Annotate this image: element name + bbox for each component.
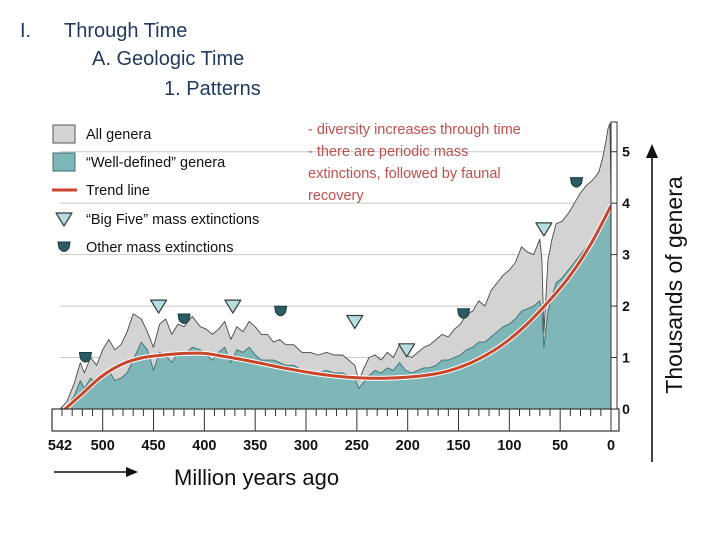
big-five-marker [150, 299, 168, 314]
legend-label: Other mass extinctions [86, 240, 233, 256]
y-tick-label: 1 [622, 350, 630, 366]
notes-line: - diversity increases through time [308, 122, 521, 138]
x-tick-label: 400 [192, 438, 216, 454]
other-extinction-marker [177, 313, 191, 324]
notes-line: extinctions, followed by faunal [308, 166, 501, 182]
x-tick-label: 0 [607, 438, 615, 454]
big-five-marker [346, 314, 364, 330]
other-extinction-marker [274, 305, 288, 317]
x-tick-label: 150 [446, 438, 470, 454]
legend-swatch-all-genera [52, 124, 76, 144]
legend-label: “Big Five” mass extinctions [86, 212, 259, 228]
x-tick-label: 50 [552, 438, 568, 454]
x-axis-title: Million years ago [174, 465, 339, 490]
y-tick-label: 3 [622, 247, 630, 263]
outline-heading: Through Time [64, 20, 188, 42]
legend-label: “Well-defined” genera [86, 155, 226, 171]
x-tick-label: 100 [497, 438, 521, 454]
x-axis-arrowhead [126, 467, 138, 477]
legend-label: All genera [86, 127, 152, 143]
y-tick-label: 5 [622, 144, 630, 160]
y-axis-bar [610, 121, 618, 410]
x-tick-label: 300 [294, 438, 318, 454]
y-axis-title: Thousands of genera [661, 176, 687, 394]
other-extinction-marker [569, 177, 584, 188]
legend-swatch-other-extinction [57, 241, 71, 252]
notes-text: - diversity increases through time - the… [308, 119, 570, 207]
x-tick-label: 450 [141, 438, 165, 454]
all-genera-area [59, 122, 612, 410]
y-axis-arrowhead [646, 144, 658, 158]
y-tick-label: 2 [622, 298, 630, 314]
legend-swatch-big-five [55, 212, 73, 227]
outline-numeral: I. [20, 20, 32, 42]
legend-label: Trend line [86, 183, 150, 199]
x-tick-label: 500 [91, 438, 115, 454]
y-tick-label: 0 [622, 401, 630, 417]
y-tick-label: 4 [622, 195, 630, 211]
big-five-marker [535, 222, 553, 237]
notes-line: - there are periodic mass [308, 144, 469, 160]
x-tick-label: 200 [396, 438, 420, 454]
x-axis-bar [51, 408, 620, 432]
other-extinction-marker [78, 352, 93, 363]
big-five-marker [224, 299, 242, 314]
outline-subheading: A. Geologic Time [92, 48, 245, 70]
outline-subsubheading: 1. Patterns [164, 78, 261, 100]
big-five-marker [398, 343, 416, 358]
trend-line [63, 204, 613, 411]
well-defined-area [59, 207, 612, 410]
x-tick-label: 542 [48, 438, 72, 454]
notes-line: recovery [308, 188, 364, 204]
other-extinction-marker [457, 308, 471, 319]
x-tick-label: 250 [345, 438, 369, 454]
legend-swatch-well-defined [52, 152, 76, 172]
x-tick-label: 350 [243, 438, 267, 454]
